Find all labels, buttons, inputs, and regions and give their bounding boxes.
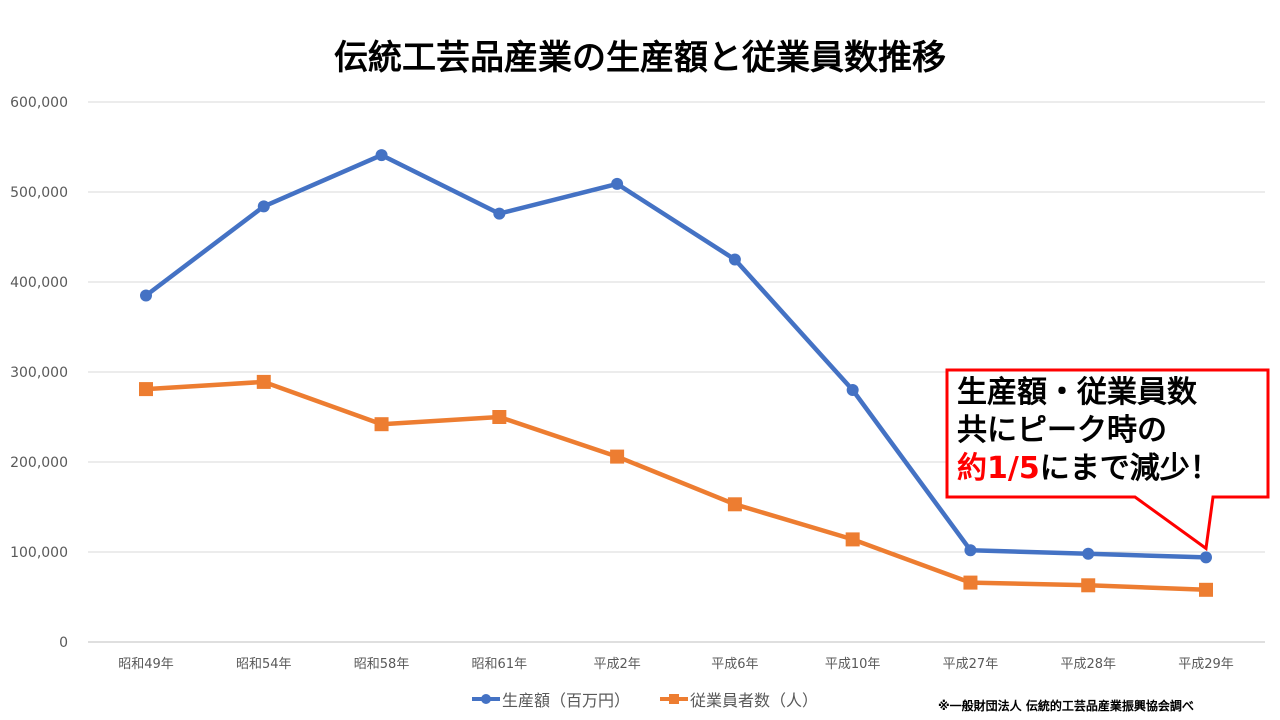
data-point — [1199, 582, 1213, 597]
x-tick-label: 平成27年 — [943, 657, 999, 672]
data-point — [1081, 578, 1096, 593]
x-tick-label: 平成2年 — [593, 657, 640, 672]
data-point — [492, 410, 507, 424]
series-line — [144, 152, 1207, 560]
data-point — [256, 374, 271, 389]
data-point — [374, 417, 389, 432]
data-point — [139, 382, 153, 397]
data-point — [375, 149, 388, 162]
data-point — [728, 253, 741, 266]
callout-line: 約1/5にまで減少！ — [957, 450, 1272, 488]
data-point — [493, 207, 506, 220]
legend: 生産額（百万円） 従業員者数（人） — [472, 687, 818, 711]
data-point — [963, 575, 978, 590]
legend-marker-square-icon — [660, 694, 689, 704]
callout-annotation: 生産額・従業員数 共にピーク時の 約1/5にまで減少！ — [947, 370, 1272, 495]
x-tick-label: 平成6年 — [711, 657, 758, 672]
y-tick-label: 300,000 — [10, 365, 68, 381]
callout-line: 生産額・従業員数 — [957, 375, 1197, 410]
legend-item-employees: 従業員者数（人） — [660, 687, 818, 711]
x-tick-label: 平成29年 — [1178, 657, 1234, 672]
x-tick-label: 平成10年 — [825, 657, 881, 672]
x-tick-label: 昭和58年 — [354, 657, 410, 672]
data-point — [964, 544, 977, 557]
callout-line: 共にピーク時の — [957, 413, 1167, 448]
data-point — [846, 384, 859, 396]
data-point — [727, 497, 742, 512]
data-point — [611, 177, 624, 190]
x-tick-label: 昭和61年 — [472, 657, 528, 672]
data-point — [1200, 551, 1212, 564]
data-point — [140, 289, 152, 302]
legend-label: 生産額（百万円） — [502, 691, 631, 710]
source-note: ※一般財団法人 伝統的工芸品産業振興協会調べ — [938, 699, 1194, 713]
data-point — [845, 532, 860, 547]
x-tick-label: 平成28年 — [1060, 657, 1116, 672]
series-line — [145, 379, 1207, 593]
chart-title: 伝統工芸品産業の生産額と従業員数推移 — [334, 38, 946, 78]
y-tick-label: 200,000 — [10, 455, 68, 471]
y-tick-label: 500,000 — [10, 185, 68, 201]
y-tick-label: 100,000 — [10, 545, 68, 561]
y-tick-label: 600,000 — [10, 95, 68, 111]
legend-item-production: 生産額（百万円） — [472, 687, 630, 711]
data-point — [1082, 547, 1095, 560]
callout-box — [945, 368, 1270, 552]
y-tick-label: 400,000 — [10, 275, 68, 291]
callout-highlight: 約1/5 — [957, 451, 1040, 486]
callout-text: にまで減少！ — [1039, 451, 1220, 486]
x-tick-label: 昭和49年 — [118, 657, 174, 672]
y-tick-label: 0 — [59, 635, 68, 651]
x-tick-label: 昭和54年 — [236, 657, 292, 672]
legend-label: 従業員者数（人） — [690, 691, 819, 710]
data-point — [610, 449, 625, 464]
legend-marker-circle-icon — [472, 694, 500, 704]
data-point — [257, 200, 270, 213]
